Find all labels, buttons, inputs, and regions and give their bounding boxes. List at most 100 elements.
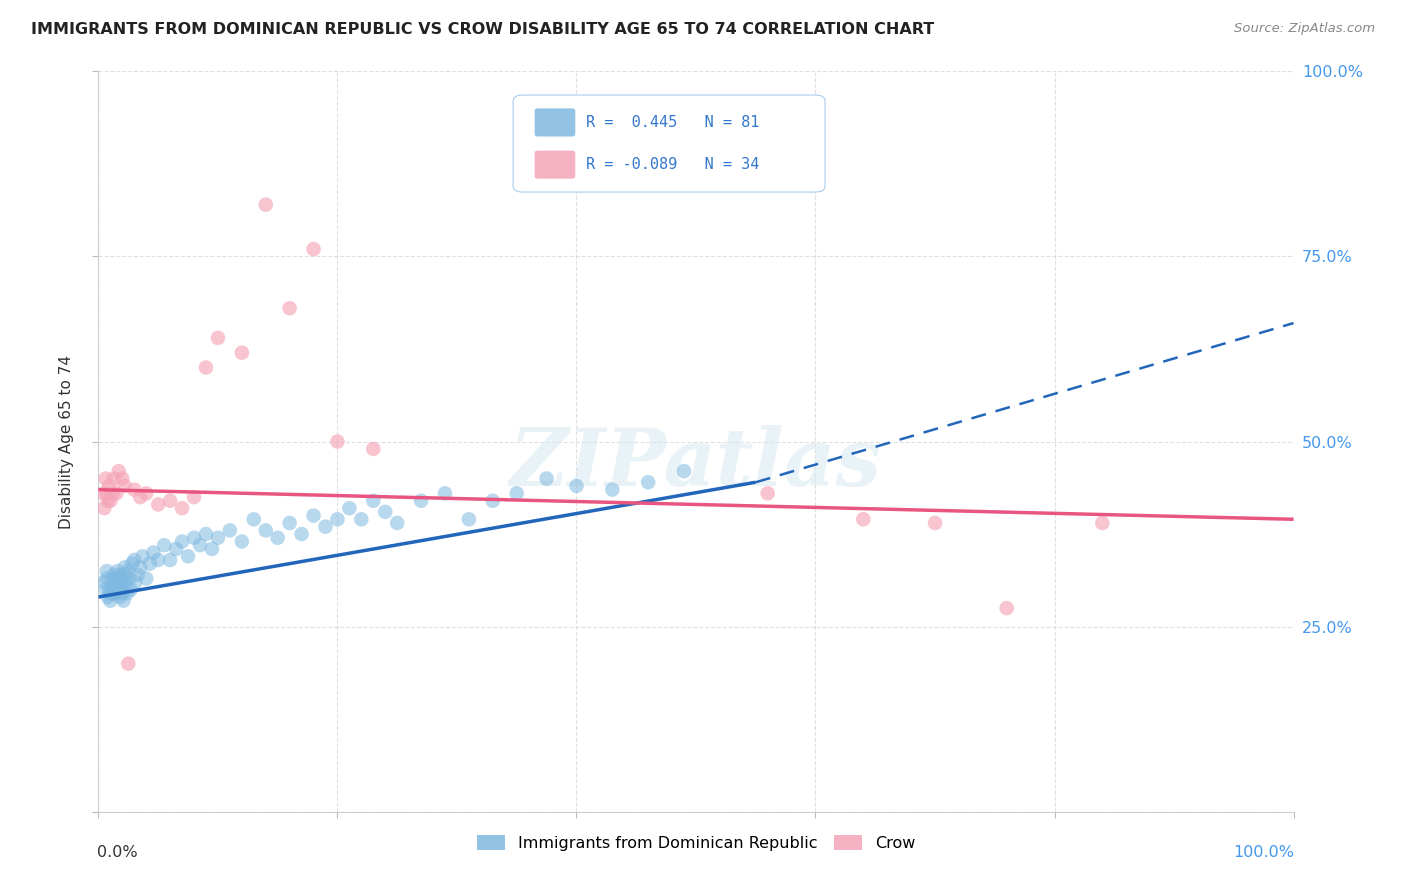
Point bbox=[112, 582, 135, 597]
Point bbox=[98, 593, 122, 607]
Point bbox=[756, 486, 779, 500]
Point bbox=[104, 575, 127, 590]
Legend: Immigrants from Dominican Republic, Crow: Immigrants from Dominican Republic, Crow bbox=[470, 828, 922, 857]
Point bbox=[98, 586, 122, 600]
Point bbox=[91, 486, 114, 500]
Text: R =  0.445   N = 81: R = 0.445 N = 81 bbox=[586, 115, 759, 130]
Point bbox=[103, 471, 125, 485]
Point bbox=[105, 586, 128, 600]
Point bbox=[129, 490, 152, 504]
Point bbox=[536, 471, 558, 485]
Point bbox=[188, 538, 211, 552]
Point bbox=[924, 516, 946, 530]
Point bbox=[111, 586, 134, 600]
Point bbox=[124, 575, 146, 590]
Point bbox=[114, 567, 136, 582]
Point bbox=[195, 527, 218, 541]
Text: 100.0%: 100.0% bbox=[1233, 845, 1295, 860]
Point bbox=[326, 434, 349, 449]
Point bbox=[129, 560, 152, 574]
Point bbox=[148, 498, 170, 512]
Point bbox=[112, 593, 135, 607]
Point bbox=[108, 590, 131, 604]
Point bbox=[96, 486, 118, 500]
Point bbox=[107, 564, 129, 578]
Point bbox=[101, 486, 124, 500]
Point bbox=[291, 527, 314, 541]
Point bbox=[98, 493, 122, 508]
Point bbox=[278, 301, 301, 316]
Point bbox=[458, 512, 481, 526]
Point bbox=[94, 471, 117, 485]
Point bbox=[231, 345, 253, 359]
Point bbox=[117, 657, 139, 671]
Point bbox=[120, 582, 142, 597]
Point bbox=[98, 582, 121, 597]
Point bbox=[172, 534, 194, 549]
Text: ZIPatlas: ZIPatlas bbox=[510, 425, 882, 502]
Point bbox=[506, 486, 529, 500]
Point bbox=[231, 534, 253, 549]
Point bbox=[115, 586, 138, 600]
Point bbox=[97, 590, 120, 604]
Point bbox=[101, 586, 124, 600]
Point bbox=[172, 501, 194, 516]
Point bbox=[302, 242, 325, 256]
Point bbox=[302, 508, 325, 523]
Point bbox=[93, 501, 115, 516]
Y-axis label: Disability Age 65 to 74: Disability Age 65 to 74 bbox=[59, 354, 75, 529]
Point bbox=[98, 479, 121, 493]
Point bbox=[142, 546, 165, 560]
Point bbox=[278, 516, 301, 530]
Point bbox=[434, 486, 457, 500]
Point bbox=[374, 505, 396, 519]
Point bbox=[995, 601, 1018, 615]
Point bbox=[97, 493, 120, 508]
Point bbox=[411, 493, 433, 508]
Point bbox=[183, 531, 205, 545]
Point bbox=[93, 575, 115, 590]
Text: IMMIGRANTS FROM DOMINICAN REPUBLIC VS CROW DISABILITY AGE 65 TO 74 CORRELATION C: IMMIGRANTS FROM DOMINICAN REPUBLIC VS CR… bbox=[31, 22, 934, 37]
Point bbox=[107, 575, 129, 590]
Point bbox=[637, 475, 659, 490]
Point bbox=[100, 575, 122, 590]
Point bbox=[96, 564, 118, 578]
Point bbox=[105, 486, 128, 500]
Point bbox=[159, 493, 181, 508]
Point bbox=[118, 572, 141, 586]
Point bbox=[207, 331, 229, 345]
Point bbox=[183, 490, 205, 504]
Point bbox=[243, 512, 266, 526]
Point bbox=[339, 501, 361, 516]
Point bbox=[124, 553, 146, 567]
Point bbox=[103, 567, 125, 582]
Point bbox=[326, 512, 349, 526]
Point bbox=[254, 524, 277, 538]
Point bbox=[165, 541, 187, 556]
Point bbox=[363, 442, 385, 456]
Point bbox=[267, 531, 290, 545]
Point bbox=[315, 519, 337, 533]
Point bbox=[201, 541, 224, 556]
Point bbox=[111, 471, 134, 485]
Point bbox=[127, 567, 149, 582]
Point bbox=[135, 572, 157, 586]
Point bbox=[219, 524, 242, 538]
Point bbox=[602, 483, 624, 497]
Point bbox=[94, 582, 117, 597]
Point bbox=[115, 575, 138, 590]
Point bbox=[124, 483, 146, 497]
Point bbox=[135, 486, 157, 500]
Point bbox=[107, 464, 129, 478]
Point bbox=[177, 549, 200, 564]
Text: R = -0.089   N = 34: R = -0.089 N = 34 bbox=[586, 157, 759, 172]
Point bbox=[195, 360, 218, 375]
Point bbox=[131, 549, 153, 564]
FancyBboxPatch shape bbox=[534, 109, 575, 136]
Point bbox=[111, 575, 134, 590]
Point bbox=[159, 553, 181, 567]
Text: 0.0%: 0.0% bbox=[97, 845, 138, 860]
Point bbox=[153, 538, 176, 552]
Point bbox=[105, 579, 128, 593]
Point bbox=[108, 567, 131, 582]
